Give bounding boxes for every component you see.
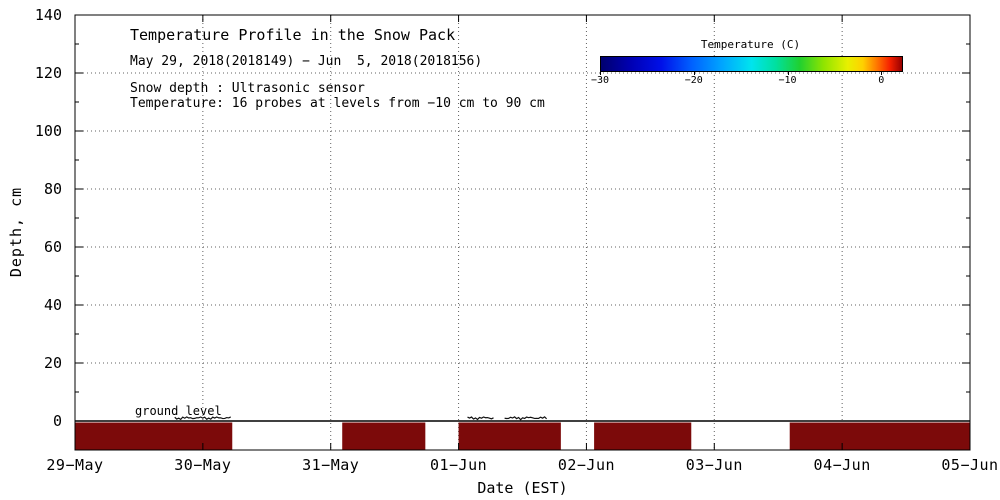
subsurface-temperature-band — [789, 422, 970, 450]
note-snow-depth: Snow depth : Ultrasonic sensor — [130, 81, 365, 96]
plot-border — [74, 14, 971, 451]
subsurface-temperature-band — [458, 422, 561, 450]
snow-depth-trace — [467, 416, 494, 421]
colorbar-tick-label: −30 — [590, 75, 610, 86]
x-tick-label: 03−Jun — [685, 456, 743, 474]
y-tick-label: 140 — [34, 6, 62, 24]
ground-level-label: ground level — [135, 404, 222, 418]
y-axis-title: Depth, cm — [7, 186, 25, 278]
y-tick-label: 40 — [43, 296, 62, 314]
y-tick-label: 0 — [52, 412, 62, 430]
subsurface-temperature-band — [342, 422, 426, 450]
snow-depth-trace — [174, 416, 231, 421]
y-tick-label: 80 — [43, 180, 62, 198]
colorbar-tick-label: −10 — [778, 75, 797, 86]
x-tick-label: 29−May — [46, 456, 104, 474]
chart-subtitle: May 29, 2018(2018149) − Jun 5, 2018(2018… — [130, 54, 483, 69]
colorbar-gradient — [600, 56, 903, 72]
subsurface-temperature-band — [594, 422, 692, 450]
colorbar-tick — [693, 72, 695, 75]
x-axis-title: Date (EST) — [477, 479, 568, 497]
x-tick-label: 30−May — [174, 456, 232, 474]
x-tick-label: 04−Jun — [813, 456, 871, 474]
colorbar-tick — [881, 72, 883, 75]
note-temperature-probes: Temperature: 16 probes at levels from −1… — [130, 96, 545, 111]
colorbar-title: Temperature (C) — [700, 38, 801, 51]
snow-depth-trace — [504, 416, 548, 421]
chart-title: Temperature Profile in the Snow Pack — [130, 26, 456, 44]
y-tick-label: 20 — [43, 354, 62, 372]
y-tick-label: 100 — [34, 122, 62, 140]
x-tick-label: 01−Jun — [429, 456, 488, 474]
subsurface-temperature-band — [75, 422, 233, 450]
x-tick-label: 02−Jun — [557, 456, 616, 474]
x-tick-label: 05−Jun — [941, 456, 999, 474]
y-tick-label: 120 — [34, 64, 62, 82]
y-tick-label: 60 — [43, 238, 62, 256]
colorbar-tick — [600, 72, 601, 75]
colorbar-tick-label: 0 — [878, 75, 885, 86]
x-tick-label: 31−May — [302, 456, 360, 474]
colorbar-tick-label: −20 — [684, 75, 703, 86]
colorbar-tick — [787, 72, 789, 75]
